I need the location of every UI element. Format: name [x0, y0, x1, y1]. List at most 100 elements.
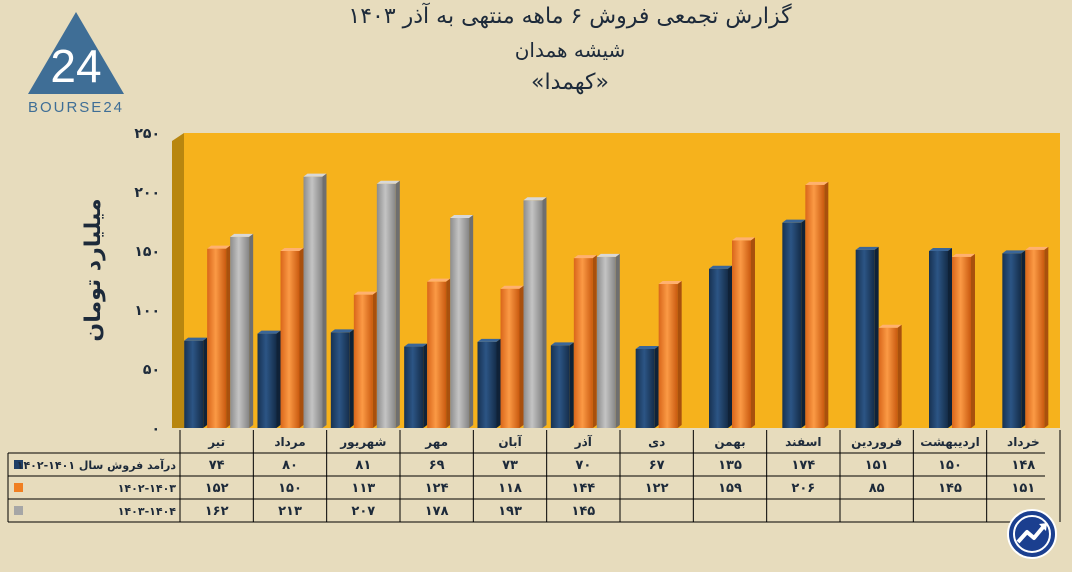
plot-side-wall: [172, 133, 184, 428]
bars-layer: [184, 173, 1049, 428]
x-category-label: آذر: [574, 434, 593, 449]
data-label: ۱۵۰: [938, 458, 962, 473]
bar: [376, 180, 400, 428]
bar: [782, 219, 806, 428]
legend-swatch: [14, 460, 23, 469]
x-category-label: شهریور: [339, 435, 386, 450]
data-label: ۱۵۲: [205, 481, 229, 496]
data-label: ۷۳: [502, 458, 518, 473]
bar: [404, 343, 428, 428]
bar: [573, 255, 597, 428]
logo-triangle: [28, 12, 124, 94]
series-name: درآمد فروش سال ۱۴۰۱-۱۴۰۲: [17, 458, 177, 472]
chart-title: گزارش تجمعی فروش ۶ ماهه منتهی به آذر ۱۴۰…: [348, 4, 792, 29]
x-category-label: خرداد: [1007, 435, 1040, 449]
data-label: ۱۵۰: [278, 481, 302, 496]
chart-subtitle-company: شیشه همدان: [514, 38, 626, 62]
chart-subtitle-symbol: «کهمدا»: [531, 70, 609, 95]
x-category-label: اسفند: [785, 435, 821, 449]
data-label: ۱۳۵: [718, 458, 742, 473]
data-label: ۲۰۶: [791, 481, 815, 496]
legend-swatch: [14, 483, 23, 492]
data-label: ۱۴۵: [938, 481, 962, 496]
bar: [805, 181, 829, 428]
bar: [427, 278, 451, 428]
bar: [257, 330, 281, 428]
x-category-label: آبان: [498, 434, 522, 449]
bar: [1025, 246, 1049, 428]
y-axis: ۰ ۵۰ ۱۰۰ ۱۵۰ ۲۰۰ ۲۵۰: [134, 126, 160, 437]
data-label: ۱۷۸: [425, 504, 449, 519]
y-axis-title-group: میلیارد تومان: [81, 198, 106, 341]
y-tick-label: ۵۰: [143, 362, 160, 378]
legend-swatch: [14, 506, 23, 515]
data-label: ۱۵۱: [1011, 481, 1035, 496]
bar: [303, 173, 327, 428]
data-label: ۱۲۴: [425, 481, 449, 496]
y-tick-label: ۱۵۰: [134, 244, 160, 260]
data-label: ۱۴۸: [1011, 458, 1035, 473]
data-label: ۸۰: [282, 458, 298, 473]
bar: [658, 281, 682, 428]
bar: [330, 329, 354, 428]
data-table: تیر مرداد شهریور مهر آبان آذر دی بهمن اسفند فرورد…: [7, 430, 1061, 523]
bar: [929, 248, 952, 428]
y-tick-label: ۱۰۰: [134, 303, 160, 319]
data-label: ۱۷۴: [791, 458, 815, 473]
data-label: ۱۲۲: [645, 481, 669, 496]
data-label: ۱۴۵: [571, 504, 595, 519]
data-label: ۲۱۳: [278, 504, 302, 519]
bar: [500, 285, 524, 428]
logo-number: 24: [50, 40, 101, 92]
trend-arrow-circle-icon: [1007, 509, 1057, 559]
plot-area: [184, 133, 1060, 428]
bourse24-logo: 24 BOURSE24: [28, 12, 124, 116]
series-name: ۱۴۰۲-۱۴۰۳: [118, 482, 177, 495]
y-tick-label: ۲۵۰: [134, 126, 160, 142]
x-category-label: تیر: [207, 435, 225, 449]
y-tick-label: ۲۰۰: [134, 185, 160, 201]
bar: [477, 338, 501, 428]
bar: [596, 253, 620, 428]
y-axis-title: میلیارد تومان: [81, 198, 106, 341]
data-label: ۶۷: [649, 458, 665, 473]
data-label: ۱۴۴: [571, 481, 595, 496]
x-category-label: اردیبهشت: [920, 435, 979, 449]
x-category-label: مهر: [424, 435, 448, 449]
data-label: ۱۱۳: [351, 481, 375, 496]
data-label: ۸۱: [355, 458, 371, 473]
bar: [230, 233, 254, 428]
bar: [952, 253, 975, 428]
bar: [855, 246, 879, 428]
data-label: ۱۱۸: [498, 481, 522, 496]
bar: [878, 324, 902, 428]
data-label: ۷۴: [209, 458, 225, 473]
bar: [207, 245, 231, 428]
data-label: ۷۰: [575, 458, 591, 473]
bar: [550, 342, 574, 428]
data-label: ۱۵۱: [865, 458, 889, 473]
bar: [184, 337, 208, 428]
logo-text: BOURSE24: [28, 99, 124, 116]
bar: [635, 345, 659, 428]
bar: [523, 197, 547, 428]
data-label: ۲۰۷: [351, 504, 375, 519]
bar: [353, 291, 377, 428]
bar: [280, 248, 304, 428]
data-label: ۱۹۳: [498, 504, 522, 519]
bar: [450, 214, 474, 428]
bar: [1002, 250, 1026, 428]
x-category-label: فروردین: [851, 435, 902, 450]
data-label: ۱۵۹: [718, 481, 742, 496]
data-label: ۶۹: [429, 458, 445, 473]
bar: [709, 265, 732, 428]
x-category-label: مرداد: [274, 435, 305, 449]
series-name: ۱۴۰۳-۱۴۰۴: [118, 505, 177, 518]
x-category-label: دی: [648, 435, 665, 449]
data-label: ۸۵: [869, 481, 885, 496]
data-label: ۱۶۲: [205, 504, 229, 519]
bar: [732, 237, 755, 428]
x-category-label: بهمن: [714, 435, 745, 449]
y-tick-label: ۰: [151, 421, 160, 437]
